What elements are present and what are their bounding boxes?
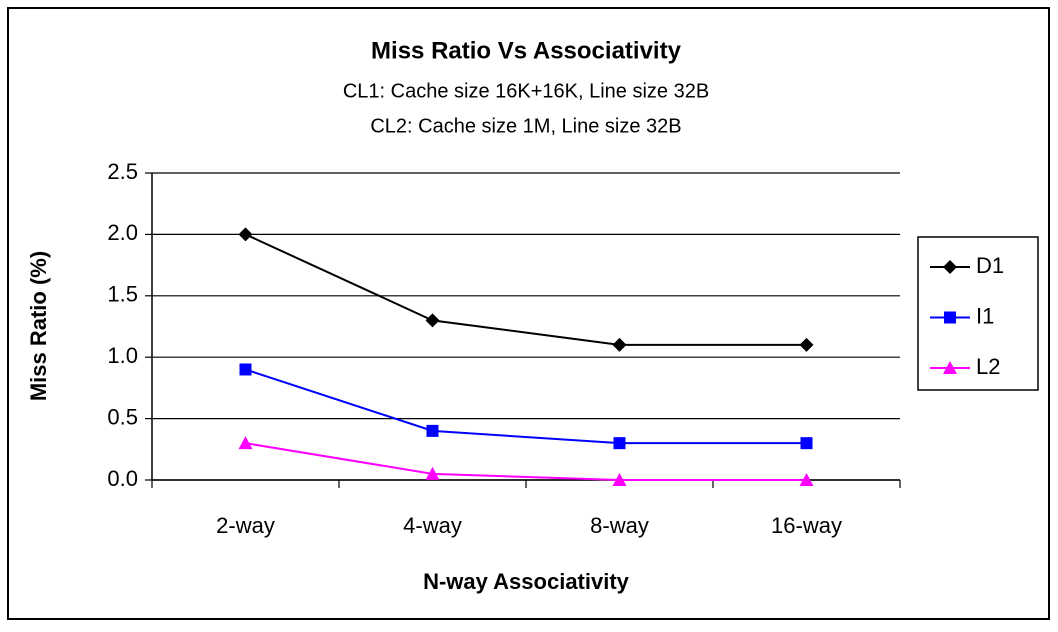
chart-title: Miss Ratio Vs Associativity [371, 37, 682, 64]
y-tick-label: 1.0 [107, 343, 138, 368]
marker [238, 436, 253, 450]
chart-subtitle: CL2: Cache size 1M, Line size 32B [370, 115, 681, 137]
marker [612, 337, 627, 352]
marker [943, 361, 957, 374]
y-tick-label: 1.5 [107, 282, 138, 307]
marker [944, 311, 956, 324]
marker [799, 473, 814, 486]
x-tick-label: 16-way [771, 513, 842, 538]
marker [613, 437, 626, 450]
chart-subtitle: CL1: Cache size 16K+16K, Line size 32B [343, 80, 709, 102]
marker [799, 337, 814, 352]
series-line [245, 368, 807, 445]
y-tick-label: 2.5 [107, 159, 138, 184]
series-line [245, 442, 807, 481]
legend [917, 236, 1039, 391]
x-axis-title: N-way Associativity [423, 569, 630, 594]
marker [425, 466, 440, 480]
marker [426, 424, 439, 437]
x-tick-label: 2-way [216, 513, 275, 538]
legend-label: L2 [976, 354, 1000, 379]
y-axis-title: Miss Ratio (%) [26, 251, 51, 401]
marker [943, 260, 957, 274]
y-tick-label: 0.5 [107, 404, 138, 429]
legend-label: I1 [976, 303, 994, 328]
marker [239, 363, 252, 376]
y-tick-label: 0.0 [107, 466, 138, 491]
marker [238, 227, 253, 242]
x-tick-label: 8-way [590, 513, 649, 538]
marker [612, 473, 627, 486]
legend-label: D1 [976, 253, 1004, 278]
plot-area [152, 173, 900, 480]
marker [425, 313, 440, 328]
y-tick-label: 2.0 [107, 220, 138, 245]
series-line [245, 233, 807, 346]
x-tick-label: 4-way [403, 513, 462, 538]
marker [800, 437, 813, 450]
